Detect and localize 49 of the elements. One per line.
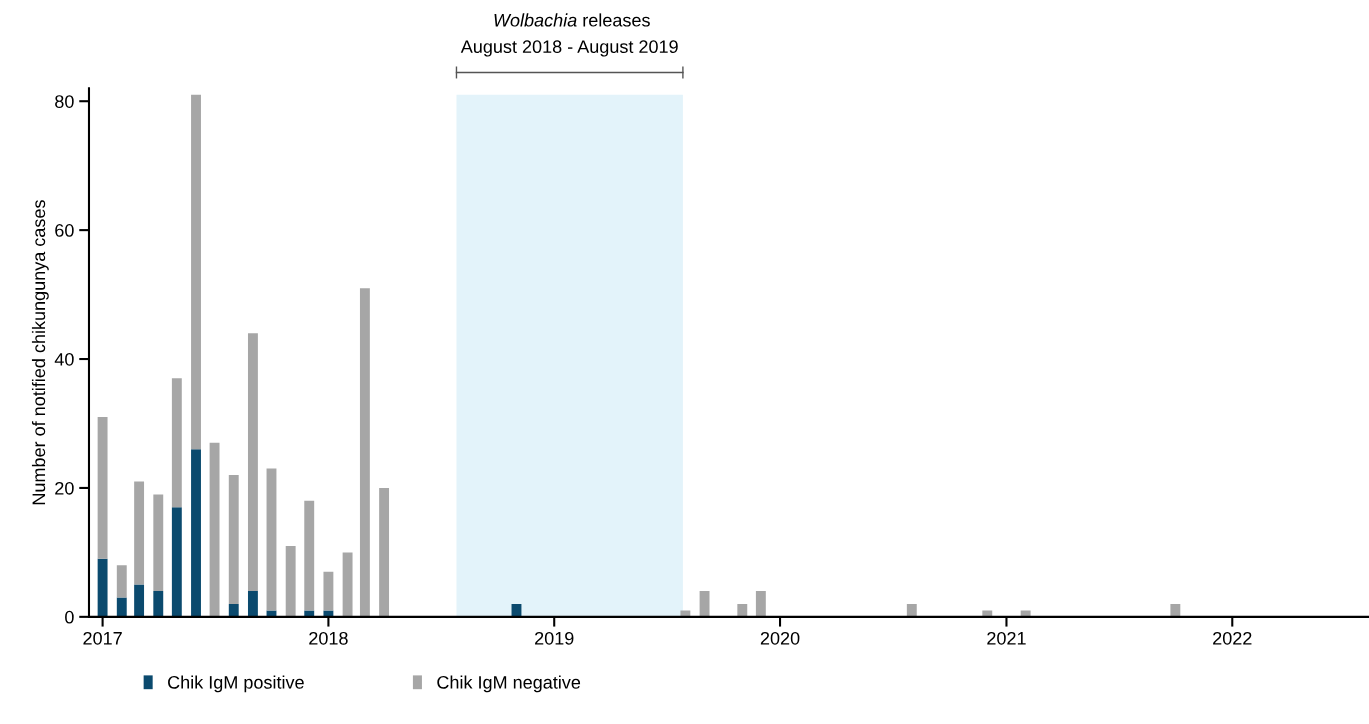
bar <box>191 449 201 617</box>
bar <box>304 610 315 617</box>
bar <box>116 565 127 598</box>
x-tick-label: 2017 <box>83 631 122 645</box>
bar <box>379 487 390 617</box>
bar <box>153 591 164 617</box>
y-tick-label: 0 <box>65 610 74 624</box>
bar <box>737 603 748 617</box>
bar <box>97 417 108 559</box>
bar <box>228 603 239 617</box>
band-label: Wolbachia releases August 2018 - August 2019 <box>460 13 678 57</box>
y-tick-label: 80 <box>55 95 74 108</box>
bar <box>1170 603 1181 617</box>
x-tick-label: 2018 <box>309 631 348 645</box>
bar <box>247 591 258 617</box>
x-tick-label: 2019 <box>535 631 574 645</box>
x-tick-label: 2020 <box>760 631 800 645</box>
bar <box>134 584 145 617</box>
bar <box>699 591 710 617</box>
bar <box>359 288 370 617</box>
x-tick-label: 2021 <box>987 631 1026 645</box>
legend-label: Chik IgM negative <box>437 675 581 693</box>
bar <box>285 545 296 617</box>
y-axis-title: Number of notified chikungunya cases <box>31 200 49 505</box>
bar <box>304 500 315 611</box>
bar <box>209 442 220 617</box>
bar <box>171 507 182 617</box>
bar <box>171 378 182 508</box>
bar <box>323 571 334 611</box>
bar <box>116 597 127 617</box>
bar <box>247 333 258 592</box>
bar <box>906 603 917 617</box>
y-tick-label: 40 <box>54 352 74 366</box>
bar <box>97 558 108 617</box>
bar <box>342 552 353 617</box>
legend-label: Chik IgM positive <box>168 675 304 693</box>
bar <box>266 468 277 611</box>
bar <box>680 610 691 617</box>
y-tick-label: 60 <box>55 224 74 237</box>
bar <box>982 610 993 617</box>
bar <box>191 94 201 450</box>
bar <box>755 591 766 617</box>
x-tick-label: 2022 <box>1213 631 1252 645</box>
bar <box>1020 610 1031 617</box>
bar <box>323 610 334 617</box>
bar <box>228 475 239 604</box>
y-tick-label: 20 <box>55 481 74 495</box>
bar <box>134 481 145 585</box>
bar <box>153 494 164 592</box>
